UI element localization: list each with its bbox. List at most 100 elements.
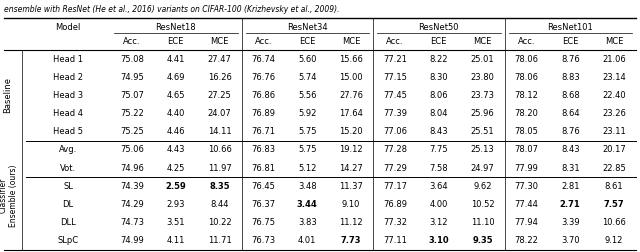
Text: 76.75: 76.75 — [252, 218, 275, 227]
Text: DL: DL — [63, 200, 74, 209]
Text: 78.12: 78.12 — [515, 91, 538, 100]
Text: 77.21: 77.21 — [383, 55, 407, 64]
Text: 8.06: 8.06 — [429, 91, 448, 100]
Text: Head 3: Head 3 — [53, 91, 83, 100]
Text: 3.48: 3.48 — [298, 182, 317, 191]
Text: 5.92: 5.92 — [298, 109, 316, 118]
Text: ResNet34: ResNet34 — [287, 23, 328, 33]
Text: 78.07: 78.07 — [515, 145, 538, 154]
Text: 76.83: 76.83 — [252, 145, 275, 154]
Text: 76.73: 76.73 — [252, 236, 275, 245]
Text: ECE: ECE — [562, 38, 579, 47]
Text: 5.74: 5.74 — [298, 73, 317, 82]
Text: 3.70: 3.70 — [561, 236, 580, 245]
Text: 8.83: 8.83 — [561, 73, 580, 82]
Text: 77.44: 77.44 — [515, 200, 538, 209]
Text: 15.20: 15.20 — [339, 127, 363, 136]
Text: 75.25: 75.25 — [120, 127, 144, 136]
Text: 20.17: 20.17 — [602, 145, 626, 154]
Text: 3.83: 3.83 — [298, 218, 317, 227]
Text: 14.11: 14.11 — [208, 127, 232, 136]
Text: 25.96: 25.96 — [470, 109, 495, 118]
Text: 76.86: 76.86 — [252, 91, 275, 100]
Text: MCE: MCE — [474, 38, 492, 47]
Text: 76.76: 76.76 — [252, 73, 275, 82]
Text: 8.76: 8.76 — [561, 55, 580, 64]
Text: 2.81: 2.81 — [561, 182, 579, 191]
Text: 11.37: 11.37 — [339, 182, 363, 191]
Text: ResNet101: ResNet101 — [547, 23, 593, 33]
Text: 4.25: 4.25 — [166, 164, 185, 173]
Text: ECE: ECE — [431, 38, 447, 47]
Text: 77.99: 77.99 — [515, 164, 538, 173]
Text: 4.00: 4.00 — [429, 200, 448, 209]
Text: Classifier
Ensemble (ours): Classifier Ensemble (ours) — [0, 164, 18, 227]
Text: 7.75: 7.75 — [429, 145, 448, 154]
Text: 11.12: 11.12 — [339, 218, 363, 227]
Text: Acc.: Acc. — [123, 38, 141, 47]
Text: 27.47: 27.47 — [207, 55, 232, 64]
Text: 8.64: 8.64 — [561, 109, 580, 118]
Text: MCE: MCE — [211, 38, 228, 47]
Text: 8.31: 8.31 — [561, 164, 580, 173]
Text: 77.45: 77.45 — [383, 91, 407, 100]
Text: 8.22: 8.22 — [429, 55, 448, 64]
Text: 8.35: 8.35 — [209, 182, 230, 191]
Text: 8.44: 8.44 — [211, 200, 229, 209]
Text: 77.94: 77.94 — [515, 218, 538, 227]
Text: 77.06: 77.06 — [383, 127, 407, 136]
Text: MCE: MCE — [605, 38, 623, 47]
Text: 23.26: 23.26 — [602, 109, 626, 118]
Text: 78.06: 78.06 — [515, 73, 538, 82]
Text: Acc.: Acc. — [255, 38, 272, 47]
Text: 77.15: 77.15 — [383, 73, 407, 82]
Text: 5.12: 5.12 — [298, 164, 316, 173]
Text: 16.26: 16.26 — [207, 73, 232, 82]
Text: Head 5: Head 5 — [53, 127, 83, 136]
Text: 8.04: 8.04 — [429, 109, 448, 118]
Text: 4.41: 4.41 — [166, 55, 185, 64]
Text: 14.27: 14.27 — [339, 164, 363, 173]
Text: 8.68: 8.68 — [561, 91, 580, 100]
Text: 7.58: 7.58 — [429, 164, 448, 173]
Text: Acc.: Acc. — [518, 38, 535, 47]
Text: 2.59: 2.59 — [165, 182, 186, 191]
Text: 77.11: 77.11 — [383, 236, 407, 245]
Text: 10.66: 10.66 — [207, 145, 232, 154]
Text: ECE: ECE — [168, 38, 184, 47]
Text: ResNet18: ResNet18 — [156, 23, 196, 33]
Text: 8.43: 8.43 — [561, 145, 580, 154]
Text: 76.89: 76.89 — [252, 109, 275, 118]
Text: 9.62: 9.62 — [474, 182, 492, 191]
Text: 4.65: 4.65 — [166, 91, 185, 100]
Text: 76.74: 76.74 — [252, 55, 275, 64]
Text: 5.75: 5.75 — [298, 145, 317, 154]
Text: 19.12: 19.12 — [339, 145, 363, 154]
Text: 25.13: 25.13 — [470, 145, 495, 154]
Text: 24.07: 24.07 — [208, 109, 232, 118]
Text: Avg.: Avg. — [59, 145, 77, 154]
Text: 78.22: 78.22 — [515, 236, 538, 245]
Text: 8.76: 8.76 — [561, 127, 580, 136]
Text: 4.43: 4.43 — [166, 145, 185, 154]
Text: SL: SL — [63, 182, 73, 191]
Text: 75.08: 75.08 — [120, 55, 144, 64]
Text: Acc.: Acc. — [386, 38, 404, 47]
Text: 76.89: 76.89 — [383, 200, 407, 209]
Text: 8.30: 8.30 — [429, 73, 448, 82]
Text: Model: Model — [55, 23, 81, 33]
Text: 25.01: 25.01 — [471, 55, 494, 64]
Text: 76.81: 76.81 — [252, 164, 275, 173]
Text: ResNet50: ResNet50 — [419, 23, 459, 33]
Text: 9.12: 9.12 — [605, 236, 623, 245]
Text: 7.73: 7.73 — [341, 236, 362, 245]
Text: 74.39: 74.39 — [120, 182, 144, 191]
Text: Head 1: Head 1 — [53, 55, 83, 64]
Text: 4.69: 4.69 — [166, 73, 185, 82]
Text: 3.39: 3.39 — [561, 218, 580, 227]
Text: 9.35: 9.35 — [472, 236, 493, 245]
Text: 27.76: 27.76 — [339, 91, 363, 100]
Text: 77.30: 77.30 — [515, 182, 538, 191]
Text: ECE: ECE — [299, 38, 316, 47]
Text: 3.12: 3.12 — [429, 218, 448, 227]
